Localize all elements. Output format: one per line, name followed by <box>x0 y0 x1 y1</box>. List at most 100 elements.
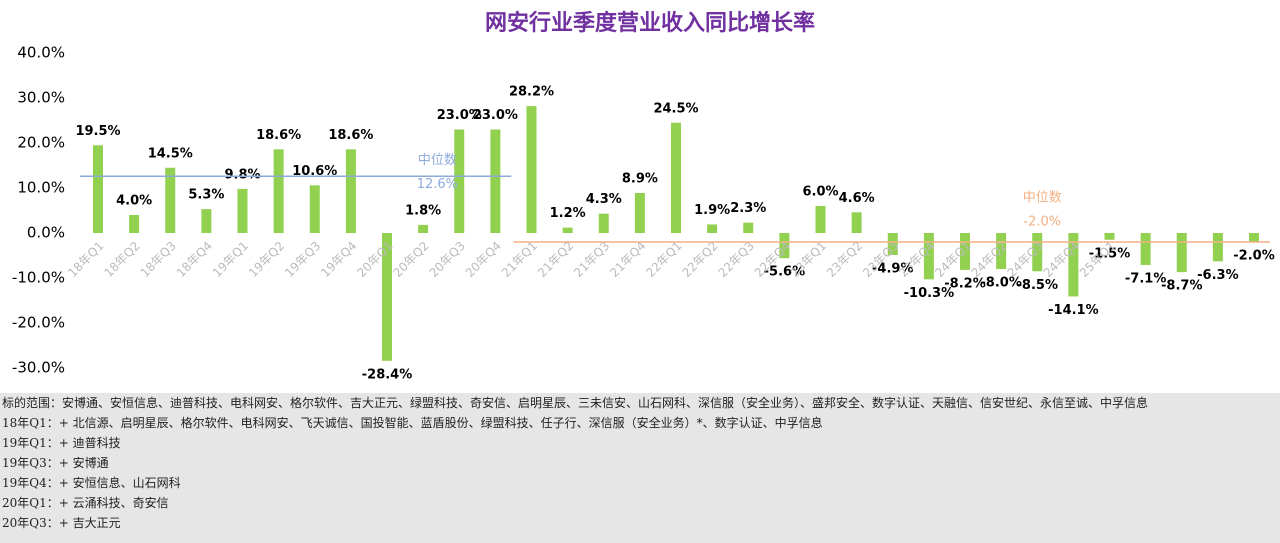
note-line: 19年Q3：+ 安博通 <box>2 456 109 470</box>
note-line: 19年Q1：+ 迪普科技 <box>2 436 121 450</box>
bar <box>345 149 356 233</box>
note-line: 20年Q1：+ 云涌科技、奇安信 <box>2 496 169 510</box>
bar <box>1176 233 1187 273</box>
value-label: -4.9% <box>872 262 913 277</box>
y-tick-label: 40.0% <box>17 44 65 62</box>
bar <box>1249 233 1259 242</box>
y-tick-label: 20.0% <box>17 134 65 152</box>
bar <box>382 233 392 361</box>
median-label: 中位数 <box>418 153 457 168</box>
bar <box>201 209 212 233</box>
median-label: 中位数 <box>1023 191 1062 206</box>
bar <box>1032 233 1043 272</box>
bar <box>1140 233 1151 265</box>
x-tick-label: 21年Q4 <box>607 239 648 280</box>
value-label: 14.5% <box>148 146 193 161</box>
value-label: 1.8% <box>405 203 441 218</box>
bar <box>671 122 681 233</box>
bar <box>237 188 248 233</box>
value-label: -7.1% <box>1125 271 1166 286</box>
value-label: -10.3% <box>904 286 955 301</box>
bar <box>1212 233 1223 262</box>
note-line: 18年Q1：+ 北信源、启明星辰、格尔软件、电科网安、飞天诚信、国投智能、蓝盾股… <box>2 416 823 430</box>
value-label: 6.0% <box>802 185 838 200</box>
value-label: 23.0% <box>437 108 482 123</box>
x-tick-label: 22年Q2 <box>679 239 720 280</box>
value-label: -5.6% <box>764 265 805 280</box>
value-label: 2.3% <box>730 201 766 216</box>
x-tick-label: 21年Q1 <box>499 239 540 280</box>
value-label: -1.5% <box>1089 246 1130 261</box>
x-tick-label: 18年Q4 <box>174 239 215 280</box>
y-tick-label: -10.0% <box>12 269 65 287</box>
value-label: 4.0% <box>116 194 152 209</box>
x-tick-label: 19年Q3 <box>282 239 323 280</box>
y-tick-label: -30.0% <box>12 359 65 377</box>
x-tick-label: 18年Q3 <box>138 239 179 280</box>
value-label: 10.6% <box>292 164 337 179</box>
value-label: 1.9% <box>694 203 730 218</box>
bar <box>815 206 826 233</box>
bar <box>851 212 862 233</box>
value-label: 8.9% <box>622 171 658 186</box>
bar <box>165 167 176 233</box>
x-tick-label: 22年Q3 <box>716 239 757 280</box>
x-tick-label: 19年Q1 <box>210 239 251 280</box>
bar <box>634 192 645 233</box>
bar <box>309 185 320 233</box>
bar <box>960 233 970 270</box>
bar <box>887 233 898 256</box>
bar <box>562 227 573 233</box>
bar <box>923 233 934 280</box>
bar <box>129 215 140 233</box>
bar <box>707 224 718 233</box>
value-label: 1.2% <box>550 206 586 221</box>
bar <box>996 233 1007 269</box>
value-label: 4.6% <box>839 191 875 206</box>
x-tick-label: 22年Q1 <box>643 239 684 280</box>
x-tick-label: 20年Q4 <box>463 239 504 280</box>
note-line: 20年Q3：+ 吉大正元 <box>2 516 121 530</box>
note-line: 标的范围：安博通、安恒信息、迪普科技、电科网安、格尔软件、吉大正元、绿盟科技、奇… <box>2 396 1149 410</box>
value-label: 23.0% <box>473 108 518 123</box>
y-tick-label: 30.0% <box>17 89 65 107</box>
value-label: -28.4% <box>362 367 413 382</box>
bar <box>598 213 609 233</box>
bar <box>1104 233 1115 240</box>
x-tick-label: 19年Q4 <box>318 239 359 280</box>
value-label: -8.0% <box>980 276 1021 291</box>
value-label: 5.3% <box>188 188 224 203</box>
y-tick-label: 10.0% <box>17 179 65 197</box>
x-tick-label: 20年Q3 <box>427 239 468 280</box>
median-value: 12.6% <box>417 177 458 192</box>
bar <box>743 222 754 233</box>
x-tick-label: 21年Q3 <box>571 239 612 280</box>
value-label: 18.6% <box>256 128 301 143</box>
bar <box>1068 233 1079 297</box>
median-value: -2.0% <box>1023 215 1061 230</box>
x-tick-label: 23年Q1 <box>788 239 829 280</box>
x-tick-label: 20年Q2 <box>390 239 431 280</box>
x-tick-label: 18年Q2 <box>101 239 142 280</box>
bar <box>418 224 429 233</box>
y-tick-label: 0.0% <box>27 224 65 242</box>
y-tick-label: -20.0% <box>12 314 65 332</box>
value-label: -8.7% <box>1161 279 1202 294</box>
bar <box>526 106 537 233</box>
bar <box>273 149 284 233</box>
chart-title: 网安行业季度营业收入同比增长率 <box>485 10 815 36</box>
x-tick-label: 19年Q2 <box>246 239 287 280</box>
value-label: 28.2% <box>509 85 554 100</box>
value-label: 24.5% <box>653 101 698 116</box>
chart: 网安行业季度营业收入同比增长率 -30.0% -20.0% -10.0% 0.0% 10… <box>12 10 1275 382</box>
x-tick-label: 21年Q2 <box>535 239 576 280</box>
value-label: -8.5% <box>1017 278 1058 293</box>
notes-panel: 标的范围：安博通、安恒信息、迪普科技、电科网安、格尔软件、吉大正元、绿盟科技、奇… <box>0 393 1280 543</box>
bar <box>93 145 103 233</box>
x-tick-label: 18年Q1 <box>65 239 106 280</box>
bar <box>454 129 465 233</box>
bar <box>779 233 790 259</box>
value-label: -8.2% <box>944 276 985 291</box>
value-label: 4.3% <box>586 192 622 207</box>
